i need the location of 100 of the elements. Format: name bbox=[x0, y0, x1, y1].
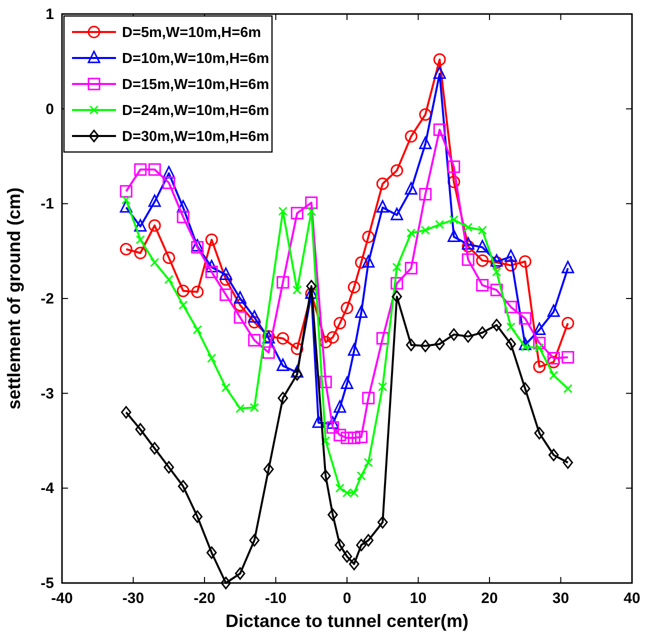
y-tick-label: 1 bbox=[46, 6, 54, 23]
point bbox=[504, 249, 518, 262]
point bbox=[135, 423, 146, 436]
point bbox=[306, 280, 317, 292]
point bbox=[363, 534, 374, 547]
point bbox=[562, 456, 574, 469]
point bbox=[420, 340, 431, 352]
point bbox=[290, 342, 304, 356]
point bbox=[491, 318, 502, 332]
point bbox=[234, 298, 246, 312]
point bbox=[250, 402, 259, 412]
point bbox=[236, 404, 245, 414]
point bbox=[419, 136, 432, 150]
point bbox=[292, 285, 302, 295]
x-tick-label: -10 bbox=[264, 590, 287, 607]
point bbox=[276, 332, 290, 345]
point bbox=[248, 310, 261, 323]
point bbox=[290, 206, 304, 220]
point bbox=[376, 178, 389, 190]
y-tick-label: -5 bbox=[40, 575, 54, 592]
point bbox=[191, 286, 204, 298]
legend-label: D=10m,W=10m,H=6m bbox=[122, 51, 270, 67]
point bbox=[449, 215, 458, 224]
point bbox=[326, 416, 339, 429]
point bbox=[520, 382, 530, 395]
point bbox=[390, 277, 404, 290]
legend-label: D=15m,W=10m,H=6m bbox=[122, 77, 270, 93]
y-axis-title: settlement of ground (cm) bbox=[4, 187, 24, 410]
point bbox=[276, 276, 290, 289]
point bbox=[342, 550, 352, 563]
point bbox=[462, 240, 474, 253]
point bbox=[378, 382, 388, 392]
point bbox=[490, 284, 503, 296]
y-tick-label: -3 bbox=[40, 385, 54, 402]
x-tick-label: 0 bbox=[342, 590, 352, 607]
point bbox=[504, 259, 518, 272]
point bbox=[348, 558, 360, 570]
point bbox=[348, 432, 360, 444]
x-tick-label: -40 bbox=[51, 590, 73, 607]
point bbox=[340, 432, 354, 444]
point bbox=[326, 331, 339, 344]
point bbox=[355, 256, 368, 269]
point bbox=[249, 534, 260, 547]
y-tick-label: -1 bbox=[40, 196, 54, 213]
point bbox=[305, 196, 318, 209]
point bbox=[164, 461, 174, 474]
point bbox=[433, 123, 446, 136]
point bbox=[533, 336, 546, 350]
point bbox=[518, 255, 532, 268]
point bbox=[419, 108, 432, 121]
point bbox=[206, 546, 217, 559]
point bbox=[464, 222, 473, 232]
point bbox=[120, 185, 132, 198]
point bbox=[518, 312, 532, 325]
point bbox=[377, 516, 388, 529]
point bbox=[334, 428, 346, 442]
point bbox=[162, 251, 176, 264]
point bbox=[335, 484, 344, 493]
legend-label: D=5m,W=10m,H=6m bbox=[122, 25, 262, 41]
point bbox=[562, 260, 574, 274]
point bbox=[176, 200, 190, 213]
point bbox=[434, 338, 445, 350]
point bbox=[134, 219, 147, 232]
point bbox=[278, 392, 288, 404]
point bbox=[120, 200, 132, 213]
point bbox=[205, 266, 218, 278]
point bbox=[478, 226, 487, 235]
point bbox=[348, 280, 360, 294]
point bbox=[205, 260, 218, 272]
point bbox=[262, 346, 275, 359]
point bbox=[220, 267, 232, 280]
point bbox=[192, 510, 203, 523]
x-tick-label: -20 bbox=[194, 590, 216, 607]
point bbox=[433, 66, 446, 79]
point bbox=[533, 322, 546, 335]
point bbox=[340, 302, 354, 314]
point bbox=[462, 253, 474, 266]
point bbox=[390, 208, 404, 220]
point bbox=[448, 176, 460, 188]
point bbox=[348, 343, 360, 356]
point bbox=[476, 278, 489, 292]
point bbox=[319, 376, 332, 388]
point bbox=[362, 255, 375, 268]
point bbox=[207, 354, 216, 363]
legend-label: D=30m,W=10m,H=6m bbox=[122, 129, 270, 145]
point bbox=[547, 352, 560, 364]
point bbox=[120, 242, 132, 256]
y-tick-label: -2 bbox=[40, 290, 54, 308]
point bbox=[448, 328, 460, 341]
point bbox=[191, 241, 204, 254]
point bbox=[176, 210, 190, 224]
x-tick-label: 40 bbox=[624, 590, 640, 607]
point bbox=[136, 235, 145, 244]
point bbox=[462, 237, 474, 250]
point bbox=[148, 163, 161, 176]
point bbox=[150, 258, 160, 268]
point bbox=[306, 206, 316, 216]
point bbox=[563, 384, 572, 394]
point bbox=[392, 290, 402, 303]
point bbox=[547, 304, 560, 317]
